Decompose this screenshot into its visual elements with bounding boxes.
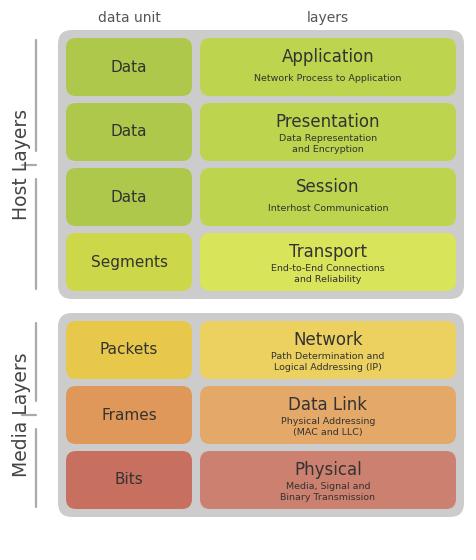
FancyBboxPatch shape <box>200 386 456 444</box>
Text: Frames: Frames <box>101 408 157 422</box>
Text: Application: Application <box>282 48 374 66</box>
FancyBboxPatch shape <box>66 386 192 444</box>
FancyBboxPatch shape <box>58 313 464 517</box>
Text: Path Determination and
Logical Addressing (IP): Path Determination and Logical Addressin… <box>271 352 385 372</box>
FancyBboxPatch shape <box>200 321 456 379</box>
FancyBboxPatch shape <box>66 233 192 291</box>
FancyBboxPatch shape <box>58 30 464 299</box>
Text: Session: Session <box>296 178 360 196</box>
Text: Media, Signal and
Binary Transmission: Media, Signal and Binary Transmission <box>280 482 376 502</box>
Text: Network: Network <box>293 331 363 349</box>
FancyBboxPatch shape <box>200 103 456 161</box>
FancyBboxPatch shape <box>200 38 456 96</box>
Text: Physical Addressing
(MAC and LLC): Physical Addressing (MAC and LLC) <box>281 417 375 437</box>
FancyBboxPatch shape <box>66 168 192 226</box>
Text: Data Link: Data Link <box>288 396 367 414</box>
Text: Presentation: Presentation <box>276 113 380 131</box>
Text: Host Layers: Host Layers <box>12 109 31 220</box>
Text: Bits: Bits <box>115 473 143 488</box>
FancyBboxPatch shape <box>200 168 456 226</box>
Text: End-to-End Connections
and Reliability: End-to-End Connections and Reliability <box>271 264 385 284</box>
Text: layers: layers <box>307 11 349 25</box>
FancyBboxPatch shape <box>200 233 456 291</box>
FancyBboxPatch shape <box>200 451 456 509</box>
Text: Packets: Packets <box>100 343 158 357</box>
Text: Segments: Segments <box>90 254 168 269</box>
FancyBboxPatch shape <box>66 103 192 161</box>
Text: Data: Data <box>111 59 147 74</box>
Text: Transport: Transport <box>289 243 367 261</box>
Text: Physical: Physical <box>294 461 362 479</box>
Text: Data Representation
and Encryption: Data Representation and Encryption <box>279 133 377 153</box>
Text: Media Layers: Media Layers <box>12 353 31 477</box>
Text: data unit: data unit <box>98 11 160 25</box>
Text: Data: Data <box>111 124 147 139</box>
Text: Interhost Communication: Interhost Communication <box>268 204 388 213</box>
Text: Network Process to Application: Network Process to Application <box>254 74 402 83</box>
Text: Data: Data <box>111 189 147 204</box>
FancyBboxPatch shape <box>66 321 192 379</box>
FancyBboxPatch shape <box>66 38 192 96</box>
FancyBboxPatch shape <box>66 451 192 509</box>
